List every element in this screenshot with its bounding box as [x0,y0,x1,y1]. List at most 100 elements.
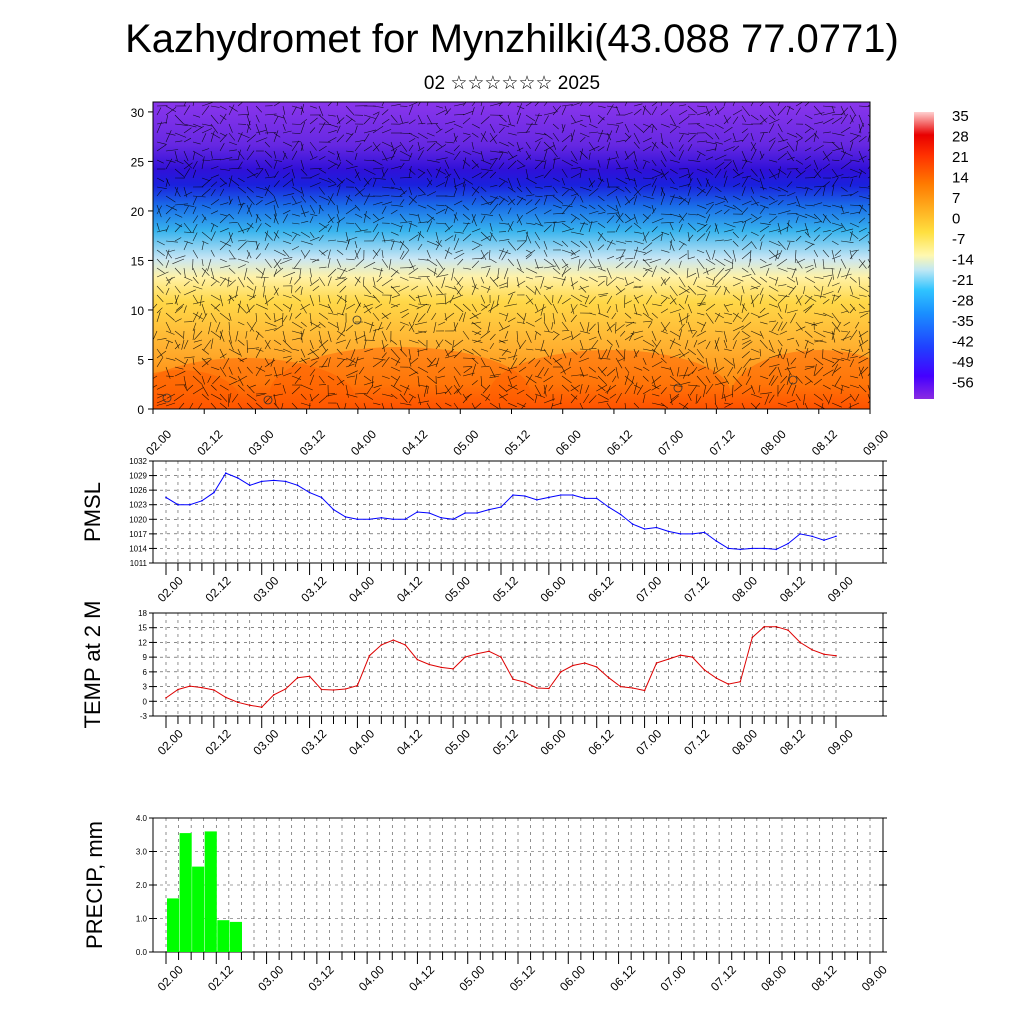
wind-barb [597,195,605,202]
wind-barb [723,204,736,210]
wind-barb [183,204,195,207]
temp-point [225,696,227,699]
wind-barb [777,303,782,312]
wind-barb [867,263,870,269]
wind-barb [327,258,331,269]
wind-barb [765,267,770,276]
wind-barb [633,168,642,174]
wind-barb [471,245,481,251]
wind-barb [561,204,571,215]
wind-barb [741,274,752,278]
wind-barb [408,357,412,367]
wind-barb [219,366,227,377]
wind-barb [543,240,548,250]
wind-barb [561,240,569,247]
wind-barb [498,393,508,402]
pmsl-point [428,512,431,514]
colorbar-label: -35 [952,313,974,330]
wind-barb [435,105,444,109]
wind-barb [318,186,325,195]
wind-barb [741,176,749,188]
wind-barb [858,285,869,293]
wind-barb [327,123,339,128]
wind-barb [813,276,824,279]
wind-barb [615,276,625,280]
wind-barb [246,203,252,215]
wind-barb [624,102,628,107]
wind-barb [300,303,307,314]
wind-barb [570,217,577,224]
wind-barb [705,105,711,117]
wind-barb [795,258,803,269]
wind-barb [498,249,511,255]
x-tick-label: 09.00 [825,726,856,757]
wind-barb [363,193,371,206]
wind-barb [534,303,539,311]
wind-barb [489,102,503,107]
wind-barb [714,239,724,242]
wind-barb [822,258,825,270]
temp-point [392,639,395,641]
wind-barb [354,373,358,386]
pmsl-point [835,535,837,538]
wind-barb [228,312,232,321]
wind-barb [291,361,298,368]
wind-barb [282,130,292,134]
wind-barb [678,323,685,332]
wind-barb [597,177,605,182]
wind-barb [534,287,537,296]
wind-barb [669,222,674,231]
wind-barb [561,228,574,233]
wind-barb [737,366,743,374]
wind-barb [219,114,227,121]
wind-barb [273,130,279,143]
wind-barb [239,357,248,362]
wind-barb [803,393,806,406]
wind-barb [534,213,542,226]
wind-barb [552,204,562,209]
wind-barb [624,135,632,143]
wind-barb [156,121,162,134]
wind-barb [750,195,759,206]
wind-barb [624,373,629,386]
wind-barb [469,312,482,320]
wind-barb [345,165,358,170]
wind-barb [534,159,545,162]
wind-barb [516,195,527,201]
wind-barb [336,102,339,107]
wind-barb [309,204,316,214]
wind-barb [408,303,420,308]
wind-barb [660,102,663,107]
wind-barb [642,123,653,134]
wind-barb [786,373,791,386]
wind-barb [471,159,480,168]
wind-barb [714,209,723,215]
wind-barb [381,194,390,197]
wind-barb [453,182,465,188]
wind-barb [417,276,430,278]
wind-barb [732,220,744,224]
wind-barb [192,357,195,366]
wind-barb [372,177,386,180]
wind-barb [507,195,515,206]
wind-barb [858,123,864,134]
wind-barb [750,142,757,152]
wind-barb [633,366,643,371]
x-tick-label: 04.00 [356,962,387,993]
wind-barb [486,267,491,278]
wind-barb [165,287,170,296]
wind-barb [804,402,808,409]
wind-barb [390,339,397,345]
wind-barb [723,222,736,228]
wind-barb [228,267,236,274]
temp-point [524,681,526,683]
wind-barb [840,303,850,314]
wind-barb [867,240,870,246]
wind-barb [192,151,196,161]
wind-barb [453,145,460,152]
wind-barb [741,330,751,337]
wind-barb [705,402,707,409]
wind-barb [759,234,765,242]
wind-barb [543,169,552,179]
wind-barb [570,333,581,341]
